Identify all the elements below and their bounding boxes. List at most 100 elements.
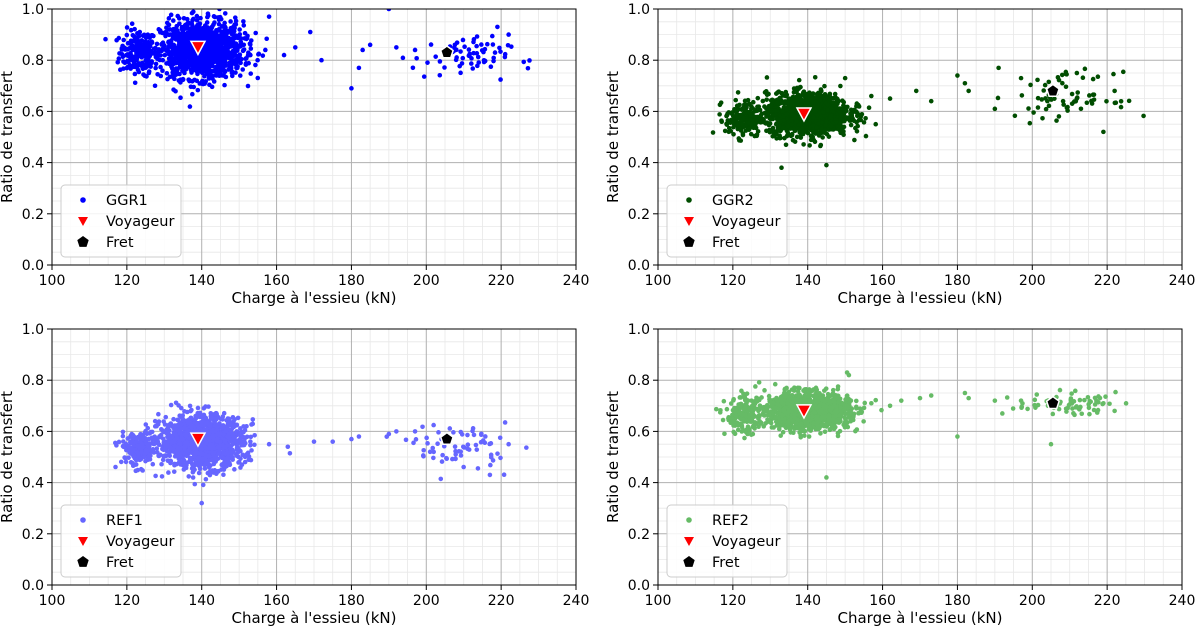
data-point	[287, 450, 293, 456]
data-point	[764, 128, 769, 134]
x-axis-label: Charge à l'essieu (kN)	[232, 609, 397, 627]
data-point	[710, 130, 716, 135]
fret-marker	[1045, 83, 1060, 97]
data-point	[962, 80, 968, 86]
data-point	[474, 51, 480, 56]
data-point	[824, 162, 829, 168]
x-tick-label: 200	[413, 593, 440, 609]
data-point	[179, 26, 185, 32]
data-point	[187, 26, 193, 32]
data-point	[223, 44, 228, 50]
data-point	[758, 120, 763, 125]
data-point	[182, 70, 187, 76]
data-point	[244, 35, 250, 41]
legend-label: GGR2	[712, 193, 754, 209]
data-point	[173, 88, 178, 94]
data-point	[242, 440, 248, 446]
data-point	[789, 131, 795, 137]
data-point	[1090, 76, 1096, 82]
data-point	[840, 98, 845, 104]
data-point	[248, 439, 253, 444]
data-point	[198, 450, 204, 456]
data-point	[163, 453, 169, 459]
data-point	[966, 88, 971, 94]
legend-marker	[77, 556, 89, 567]
data-point	[186, 20, 192, 26]
data-point	[187, 403, 193, 409]
data-point	[212, 14, 218, 20]
data-point	[219, 467, 224, 472]
data-point	[444, 456, 450, 462]
x-tick-label: 140	[794, 273, 821, 289]
data-point	[1035, 105, 1041, 110]
data-point	[145, 425, 151, 431]
data-point	[450, 456, 455, 462]
data-point	[179, 433, 184, 439]
data-point	[438, 476, 444, 482]
data-point	[436, 430, 441, 435]
data-point	[441, 443, 447, 449]
data-point	[209, 457, 214, 463]
data-point	[233, 41, 239, 47]
data-point	[753, 114, 759, 120]
data-point	[505, 42, 511, 48]
data-point	[435, 441, 440, 447]
data-point	[142, 454, 148, 460]
data-point	[205, 57, 211, 63]
data-point	[1043, 106, 1049, 112]
data-point	[755, 95, 761, 101]
data-point	[453, 57, 459, 63]
data-point	[524, 445, 529, 450]
data-point	[217, 450, 222, 455]
data-point	[191, 468, 196, 474]
data-point	[849, 112, 854, 117]
data-point	[502, 420, 508, 425]
x-tick-label: 200	[1019, 273, 1046, 289]
data-layer	[112, 400, 529, 506]
data-point	[410, 65, 416, 71]
data-point	[763, 89, 769, 94]
panel-4: 100 120 140 160 180 200 220 2400.00.20.40.60.81…	[604, 322, 1195, 627]
data-point	[116, 439, 122, 445]
data-point	[807, 120, 812, 125]
data-point	[491, 55, 496, 61]
data-point	[236, 53, 241, 59]
data-point	[143, 39, 148, 44]
data-point	[215, 50, 220, 56]
data-point	[139, 38, 145, 43]
data-point	[266, 14, 272, 19]
data-point	[222, 429, 228, 434]
data-point	[191, 61, 197, 67]
data-point	[452, 444, 458, 449]
data-point	[195, 87, 201, 93]
data-point	[848, 122, 854, 128]
data-point	[149, 39, 155, 44]
data-point	[780, 108, 785, 114]
data-point	[811, 100, 817, 105]
data-point	[190, 2, 195, 7]
data-point	[248, 442, 253, 448]
data-point	[1040, 115, 1045, 121]
data-point	[188, 48, 193, 53]
data-point	[217, 71, 222, 77]
data-point	[784, 106, 790, 112]
data-point	[176, 78, 182, 83]
data-point	[195, 422, 200, 428]
data-point	[249, 448, 254, 453]
data-point	[219, 65, 224, 70]
data-point	[253, 30, 258, 36]
data-point	[263, 47, 268, 53]
data-point	[285, 444, 291, 450]
data-point	[196, 463, 202, 469]
data-point	[230, 457, 235, 462]
data-point	[177, 441, 183, 447]
data-point	[218, 443, 223, 448]
data-point	[763, 121, 769, 126]
data-point	[237, 27, 242, 32]
data-point	[113, 464, 118, 470]
data-point	[122, 45, 127, 51]
data-point	[114, 37, 119, 43]
data-point	[1104, 99, 1109, 104]
data-point	[453, 448, 458, 454]
data-point	[235, 45, 241, 50]
